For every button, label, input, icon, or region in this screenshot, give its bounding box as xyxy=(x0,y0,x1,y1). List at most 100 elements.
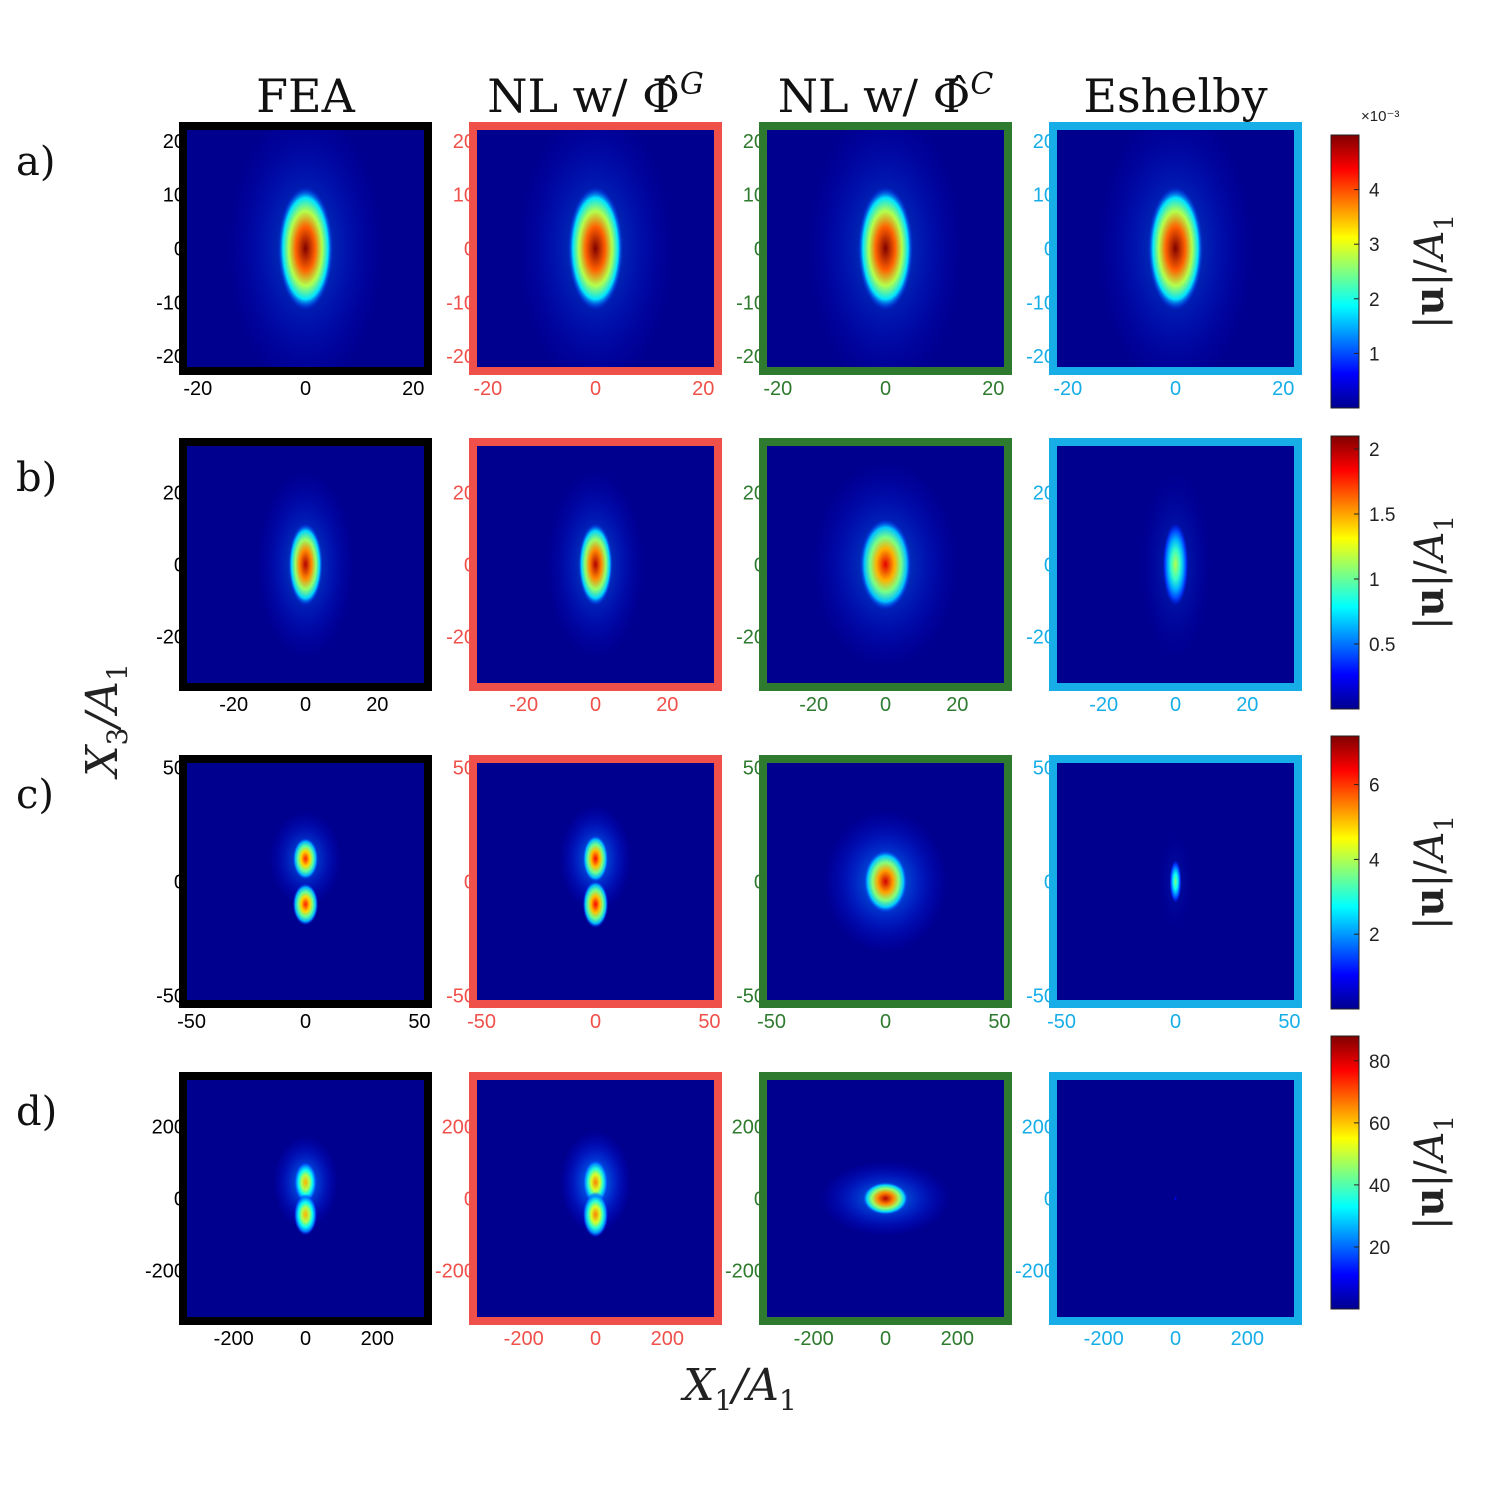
y-tick-label: 0 xyxy=(464,872,475,894)
y-tick-label: -20 xyxy=(156,346,185,368)
y-tick-label: -200 xyxy=(145,1260,185,1282)
colorbar-tick-label: 4 xyxy=(1369,850,1380,871)
x-axis-label: X1/A1 xyxy=(680,1360,797,1417)
panel-frame xyxy=(179,122,432,375)
panel-frame xyxy=(179,438,432,691)
x-tick-label: 200 xyxy=(361,1328,394,1350)
field-core xyxy=(582,835,609,883)
y-tick-label: -200 xyxy=(1015,1260,1055,1282)
y-tick-label: -20 xyxy=(736,626,765,648)
y-tick-label: 10 xyxy=(743,185,765,207)
y-tick-label: 0 xyxy=(754,239,765,261)
x-tick-label: -200 xyxy=(504,1328,544,1350)
colorbar-gradient xyxy=(1330,435,1360,710)
panel-frame xyxy=(1049,122,1302,375)
colorbar-tick-label: 1.5 xyxy=(1369,505,1395,526)
y-tick-label: 20 xyxy=(163,131,185,153)
colorbar-0: 1 2 3 4 ×10⁻³ |u|/A1 xyxy=(1330,108,1460,409)
colorbar-exponent: ×10⁻³ xyxy=(1361,108,1399,125)
field-core xyxy=(578,523,613,606)
colorbar-tick-label: 2 xyxy=(1369,925,1380,946)
column-title-nlc: NL w/ Φ̂C xyxy=(778,67,994,123)
panel-fea: -20 0 20 20 10 0 -10 -20 xyxy=(156,122,432,400)
y-tick-label: -20 xyxy=(1026,626,1055,648)
field-core xyxy=(294,1194,317,1236)
y-tick-label: 200 xyxy=(732,1117,765,1139)
x-tick-label: 0 xyxy=(1170,378,1181,400)
x-tick-label: -20 xyxy=(509,694,538,716)
y-tick-label: 0 xyxy=(754,555,765,577)
y-tick-label: 50 xyxy=(163,758,185,780)
colorbar-label: |u|/A1 xyxy=(1406,515,1460,630)
x-tick-label: 0 xyxy=(1170,1011,1181,1033)
colorbar-tick-label: 6 xyxy=(1369,776,1380,797)
x-tick-label: 20 xyxy=(402,378,424,400)
x-tick-label: -20 xyxy=(219,694,248,716)
colorbar-gradient xyxy=(1330,735,1360,1010)
panel-nlc: -50 0 50 50 0 -50 xyxy=(736,755,1012,1033)
x-tick-label: 50 xyxy=(698,1011,720,1033)
y-tick-label: 10 xyxy=(163,185,185,207)
colorbar-gradient xyxy=(1330,134,1360,409)
panel-nlg: -50 0 50 50 0 -50 xyxy=(446,755,722,1033)
x-tick-label: 0 xyxy=(590,1328,601,1350)
y-tick-label: 10 xyxy=(1033,185,1055,207)
colorbar-tick-label: 1 xyxy=(1369,344,1380,365)
panel-frame xyxy=(759,122,1012,375)
x-tick-label: 0 xyxy=(300,378,311,400)
y-tick-label: -20 xyxy=(736,346,765,368)
field-core xyxy=(582,1159,609,1206)
colorbar-label: |u|/A1 xyxy=(1406,1115,1460,1230)
y-tick-label: -200 xyxy=(435,1260,475,1282)
y-tick-label: 0 xyxy=(464,239,475,261)
colorbar-tick-label: 3 xyxy=(1369,235,1380,256)
colorbar-label: |u|/A1 xyxy=(1406,815,1460,930)
y-tick-label: 20 xyxy=(453,483,475,505)
x-tick-label: 0 xyxy=(880,694,891,716)
y-tick-label: -20 xyxy=(446,626,475,648)
x-tick-label: -20 xyxy=(1089,694,1118,716)
x-tick-label: 50 xyxy=(988,1011,1010,1033)
colorbar-tick-label: 20 xyxy=(1369,1238,1390,1259)
colorbar-tick-label: 40 xyxy=(1369,1176,1390,1197)
y-tick-label: -50 xyxy=(446,985,475,1007)
y-tick-label: 0 xyxy=(1044,555,1055,577)
y-tick-label: 20 xyxy=(453,131,475,153)
field-core xyxy=(582,880,609,928)
field-core xyxy=(292,883,319,926)
panel-nlc: -20 0 20 20 0 -20 xyxy=(736,438,1012,716)
panel-frame xyxy=(179,1072,432,1325)
panel-frame xyxy=(759,438,1012,691)
x-tick-label: 0 xyxy=(590,378,601,400)
field-core xyxy=(859,519,912,610)
y-axis-label: X3/A1 xyxy=(77,663,134,780)
panel-fea: -50 0 50 50 0 -50 xyxy=(156,755,432,1033)
x-tick-label: 0 xyxy=(880,1011,891,1033)
colorbar-tick-label: 0.5 xyxy=(1369,635,1395,656)
x-tick-label: 200 xyxy=(941,1328,974,1350)
field-core xyxy=(1169,860,1182,903)
x-tick-label: -50 xyxy=(177,1011,206,1033)
x-tick-label: 200 xyxy=(651,1328,684,1350)
panel-fea: -200 0 200 200 0 -200 xyxy=(145,1072,432,1350)
y-tick-label: -50 xyxy=(1026,985,1055,1007)
y-tick-label: 0 xyxy=(1044,1189,1055,1211)
field-core xyxy=(288,523,323,606)
y-tick-label: 0 xyxy=(464,1189,475,1211)
colorbar-tick-label: 4 xyxy=(1369,181,1380,202)
y-tick-label: 0 xyxy=(174,872,185,894)
panel-nlc: -200 0 200 200 0 -200 xyxy=(725,1072,1012,1350)
y-tick-label: -50 xyxy=(156,985,185,1007)
x-tick-label: -20 xyxy=(763,378,792,400)
x-tick-label: -20 xyxy=(473,378,502,400)
panel-frame xyxy=(469,438,722,691)
panel-frame xyxy=(759,755,1012,1008)
panel-frame xyxy=(1049,1072,1302,1325)
colorbars: 1234×10⁻³|u|/A10.511.52|u|/A1246|u|/A120… xyxy=(1330,108,1460,1310)
x-tick-label: 200 xyxy=(1231,1328,1264,1350)
field-core xyxy=(582,1191,609,1238)
panel-frame xyxy=(1049,755,1302,1008)
